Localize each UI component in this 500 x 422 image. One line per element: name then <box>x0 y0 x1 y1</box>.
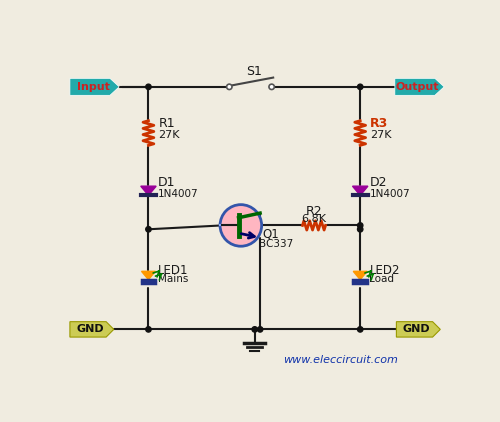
Text: LED1: LED1 <box>158 264 188 277</box>
Polygon shape <box>354 271 367 280</box>
Circle shape <box>358 223 363 228</box>
Text: 27K: 27K <box>370 130 392 140</box>
Text: GND: GND <box>402 325 430 334</box>
Circle shape <box>358 84 363 89</box>
Text: BC337: BC337 <box>260 239 294 249</box>
Circle shape <box>252 327 258 332</box>
Text: www.eleccircuit.com: www.eleccircuit.com <box>284 355 399 365</box>
Text: 1N4007: 1N4007 <box>370 189 410 199</box>
Text: D2: D2 <box>370 176 387 189</box>
Polygon shape <box>70 322 114 337</box>
Circle shape <box>358 327 363 332</box>
Circle shape <box>269 84 274 89</box>
Circle shape <box>226 84 232 89</box>
Circle shape <box>220 205 262 246</box>
Polygon shape <box>70 78 119 95</box>
Polygon shape <box>142 271 156 280</box>
Circle shape <box>146 327 151 332</box>
Text: Output: Output <box>396 82 439 92</box>
Text: 6.8K: 6.8K <box>302 214 326 224</box>
Polygon shape <box>352 186 368 195</box>
Text: Q1: Q1 <box>262 228 279 241</box>
Text: R1: R1 <box>158 117 175 130</box>
Text: LED2: LED2 <box>370 264 400 277</box>
Polygon shape <box>141 186 156 195</box>
Text: R2: R2 <box>306 205 322 218</box>
Text: Mains: Mains <box>158 274 188 284</box>
Text: S1: S1 <box>246 65 262 78</box>
Text: 27K: 27K <box>158 130 180 140</box>
Text: GND: GND <box>77 325 104 334</box>
Text: Load: Load <box>370 274 394 284</box>
Circle shape <box>358 227 363 232</box>
Circle shape <box>258 327 263 332</box>
Text: 1N4007: 1N4007 <box>158 189 198 199</box>
Text: D1: D1 <box>158 176 175 189</box>
Text: R3: R3 <box>370 117 388 130</box>
Text: Input: Input <box>76 82 110 92</box>
Circle shape <box>146 84 151 89</box>
Polygon shape <box>396 322 440 337</box>
Polygon shape <box>395 78 444 95</box>
Circle shape <box>146 227 151 232</box>
